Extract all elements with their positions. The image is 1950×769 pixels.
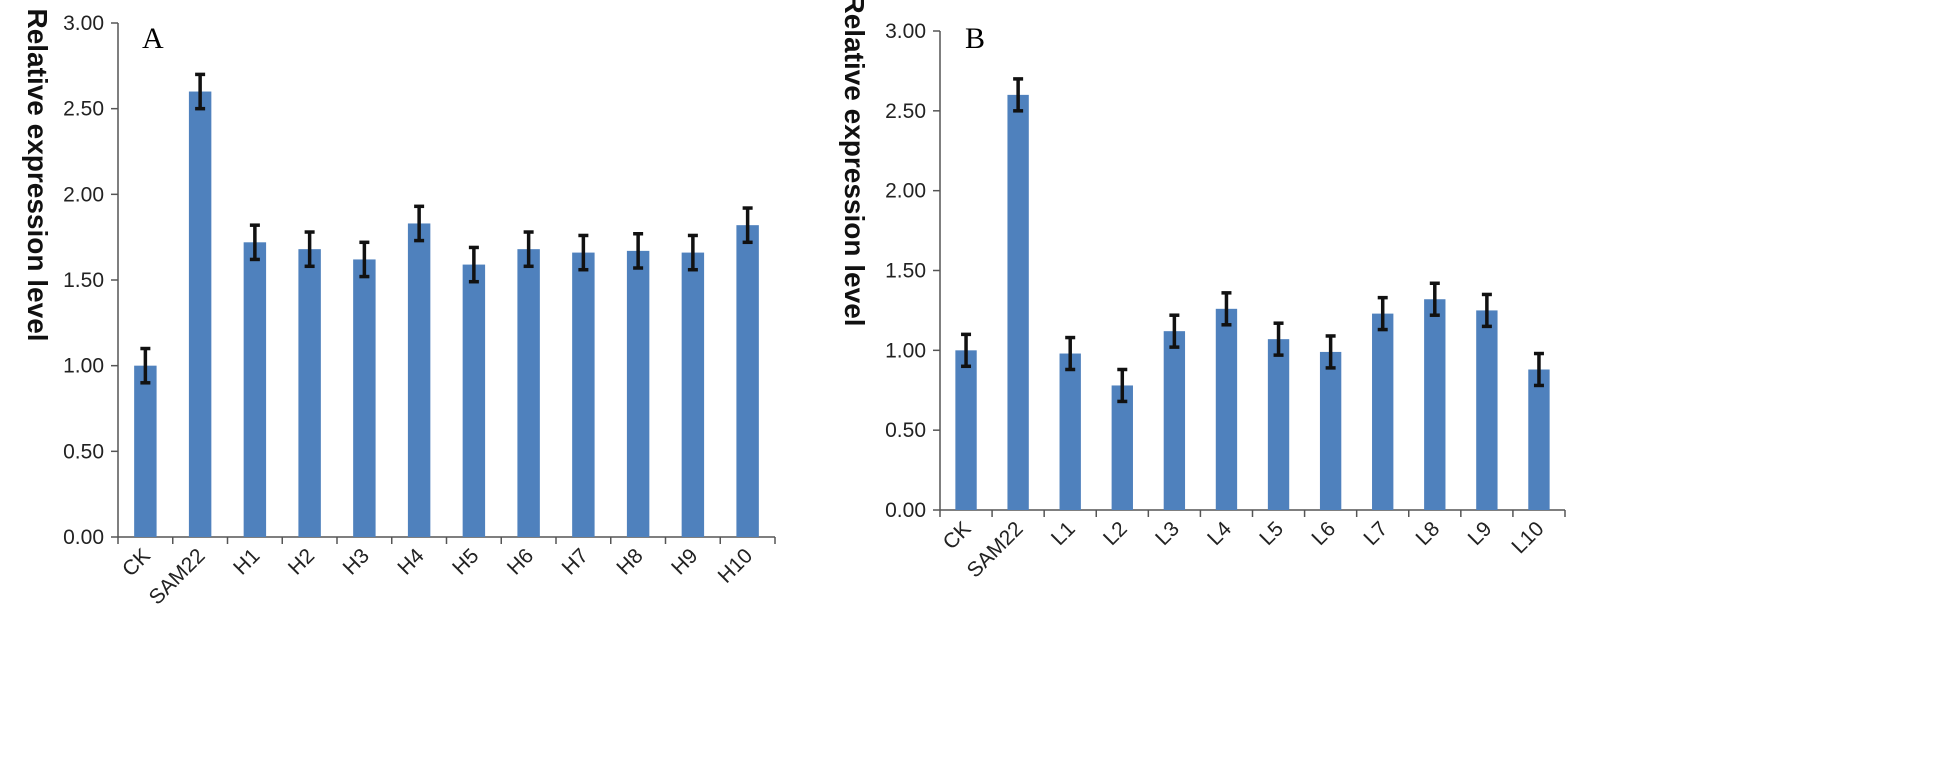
y-tick-label-a: 2.50 [63,98,104,121]
y-tick-label-a: 1.50 [63,269,104,292]
bar-a-h7 [572,252,595,537]
bar-a-h1 [243,242,267,537]
bar-a-h3 [353,259,376,537]
bar-b-l10 [1528,369,1550,510]
x-tick-label-b: CK [939,517,976,554]
x-tick-label-a: H10 [714,544,758,588]
x-tick-label-b: L4 [1203,517,1236,550]
chart-panel-a: Relative expression level A 0.00 0.50 1.00… [22,8,776,609]
x-tick-label-a: H9 [667,544,702,579]
panel-label-a: A [142,22,164,55]
x-tick-label-b: L9 [1464,517,1497,550]
x-tick-label-a: H8 [612,544,647,579]
x-tick-label-a: H2 [284,544,319,579]
bar-a-h4 [407,223,431,537]
bar-b-l8 [1424,299,1446,510]
y-axis-label-a: Relative expression level [22,8,53,341]
bar-b-sam22 [1007,94,1029,510]
bar-a-h8 [626,250,650,537]
y-tick-label-b: 1.50 [885,260,926,283]
y-tick-label-a: 2.00 [63,183,104,206]
y-tick-label-a: 3.00 [63,12,104,35]
y-tick-label-a: 0.00 [63,526,104,549]
chart-panel-b: Relative expression level B 0.00 0.50 1.00… [839,0,1566,582]
bar-b-l6 [1319,351,1342,510]
bar-b-l1 [1059,353,1081,510]
panel-label-b: B [965,22,985,55]
y-tick-label-b: 0.50 [885,419,926,442]
x-tick-label-b: L1 [1047,517,1080,550]
bar-a-ck [134,365,157,537]
x-tick-label-a: SAM22 [145,544,210,609]
y-tick-label-b: 1.00 [885,339,926,362]
bar-b-l3 [1163,331,1186,510]
y-tick-label-b: 2.00 [885,180,926,203]
bar-b-l7 [1372,313,1394,510]
x-tick-label-b: SAM22 [963,517,1028,582]
y-tick-label-b: 3.00 [885,20,926,43]
bar-a-h9 [681,252,705,537]
bar-b-ck [955,350,977,510]
bar-a-sam22 [188,91,212,538]
x-tick-label-b: L2 [1099,517,1132,550]
x-tick-label-a: H7 [558,544,593,579]
x-tick-label-b: L8 [1412,517,1445,550]
x-tick-label-a: H5 [448,544,483,579]
bar-a-h5 [462,264,486,537]
bar-b-l5 [1267,339,1290,510]
bar-b-l2 [1111,385,1133,510]
y-axis-label-b: Relative expression level [839,0,870,327]
x-tick-label-a: H3 [339,544,374,579]
y-tick-label-b: 0.00 [885,499,926,522]
x-tick-label-b: L6 [1307,517,1340,550]
bar-b-l4 [1215,308,1238,510]
y-tick-label-b: 2.50 [885,100,926,123]
bar-b-l9 [1476,310,1498,510]
bar-a-h10 [736,225,759,537]
x-tick-label-b: L3 [1151,517,1184,550]
x-tick-label-a: H1 [229,544,264,579]
y-tick-label-a: 0.50 [63,440,104,463]
x-tick-label-b: L5 [1255,517,1288,550]
bar-a-h6 [517,249,540,537]
y-tick-label-a: 1.00 [63,355,104,378]
x-tick-label-a: H4 [393,544,428,579]
x-tick-label-b: L7 [1359,517,1392,550]
bar-a-h2 [298,249,321,537]
x-tick-label-a: CK [118,544,155,581]
x-tick-label-a: H6 [503,544,538,579]
x-tick-label-b: L10 [1507,517,1548,558]
